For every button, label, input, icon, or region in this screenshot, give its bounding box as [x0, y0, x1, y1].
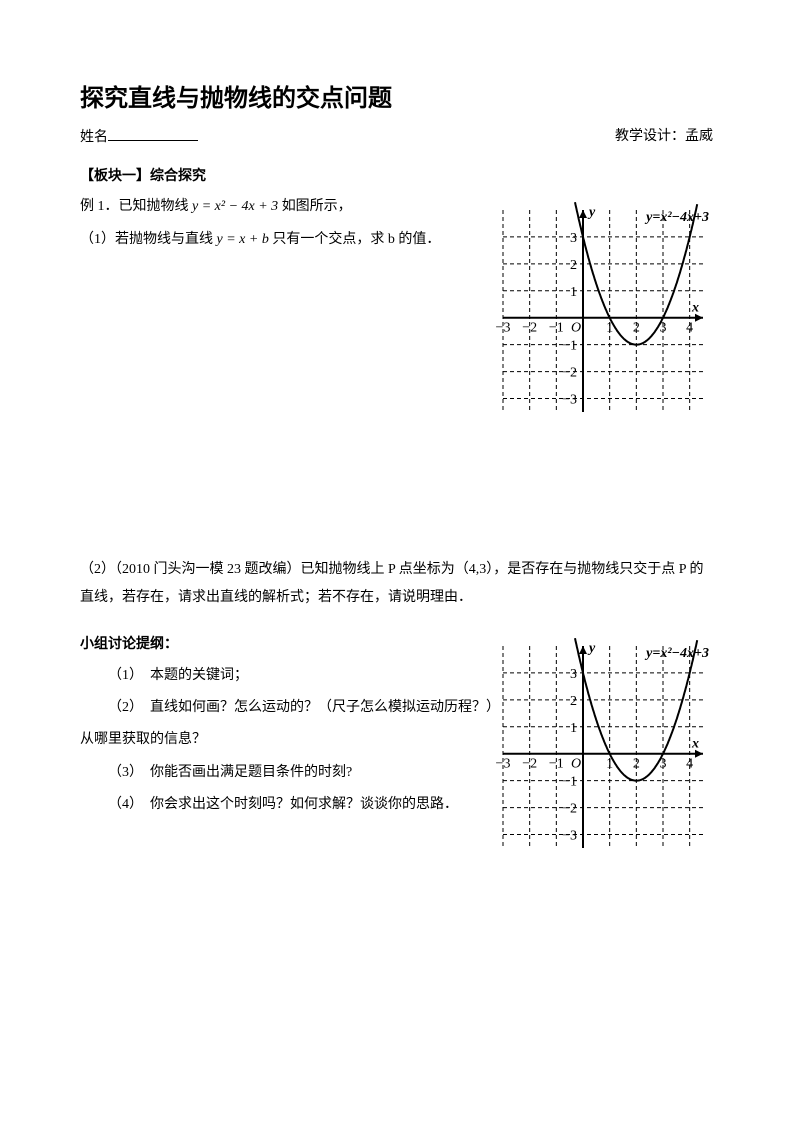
svg-text:−2: −2	[562, 802, 577, 817]
svg-text:−1: −1	[562, 775, 577, 790]
header-row: 姓名 教学设计：孟威	[80, 126, 713, 149]
svg-text:−2: −2	[522, 321, 537, 336]
svg-text:1: 1	[570, 285, 577, 300]
svg-text:O: O	[571, 757, 581, 772]
section-header: 【板块一】综合探究	[80, 164, 713, 186]
svg-text:y: y	[587, 641, 596, 656]
svg-text:2: 2	[633, 321, 640, 336]
svg-text:x: x	[691, 301, 699, 316]
page-title: 探究直线与抛物线的交点问题	[80, 80, 713, 118]
name-underline	[108, 126, 198, 141]
svg-text:−1: −1	[549, 757, 564, 772]
svg-text:1: 1	[570, 721, 577, 736]
svg-text:x: x	[691, 737, 699, 752]
q1-post: 只有一个交点，求 b 的值．	[269, 232, 441, 247]
example1-pre: 例 1．已知抛物线	[80, 199, 192, 214]
svg-text:2: 2	[570, 258, 577, 273]
svg-text:y=x²−4x+3: y=x²−4x+3	[644, 646, 709, 661]
svg-text:−3: −3	[496, 321, 511, 336]
svg-text:4: 4	[686, 757, 693, 772]
name-label: 姓名	[80, 130, 108, 145]
svg-text:2: 2	[570, 694, 577, 709]
svg-text:O: O	[571, 321, 581, 336]
example1-formula: y = x² − 4x + 3	[192, 199, 278, 214]
svg-text:3: 3	[570, 667, 577, 682]
svg-text:−2: −2	[562, 366, 577, 381]
svg-text:−3: −3	[562, 829, 577, 844]
svg-text:y: y	[587, 205, 596, 220]
q1-formula: y = x + b	[217, 232, 269, 247]
svg-text:−3: −3	[562, 393, 577, 408]
svg-text:4: 4	[686, 321, 693, 336]
svg-text:−3: −3	[496, 757, 511, 772]
block-1: −3−2−11234−3−2−1123Oxyy=x²−4x+3 例 1．已知抛物…	[80, 196, 713, 436]
graph-1: −3−2−11234−3−2−1123Oxyy=x²−4x+3	[493, 196, 713, 426]
q1-pre: （1）若抛物线与直线	[80, 232, 217, 247]
spacer	[80, 456, 713, 546]
name-field: 姓名	[80, 126, 198, 149]
author-label: 教学设计：孟威	[615, 126, 713, 149]
svg-text:2: 2	[633, 757, 640, 772]
graph-2: −3−2−11234−3−2−1123Oxyy=x²−4x+3	[493, 632, 713, 862]
q2-text: （2）（2010 门头沟一模 23 题改编）已知抛物线上 P 点坐标为（4,3）…	[80, 556, 713, 612]
svg-text:3: 3	[570, 231, 577, 246]
svg-text:y=x²−4x+3: y=x²−4x+3	[644, 210, 709, 225]
svg-text:−1: −1	[549, 321, 564, 336]
example1-post: 如图所示，	[278, 199, 352, 214]
block-2: −3−2−11234−3−2−1123Oxyy=x²−4x+3 小组讨论提纲： …	[80, 632, 713, 892]
svg-text:−1: −1	[562, 339, 577, 354]
svg-text:−2: −2	[522, 757, 537, 772]
